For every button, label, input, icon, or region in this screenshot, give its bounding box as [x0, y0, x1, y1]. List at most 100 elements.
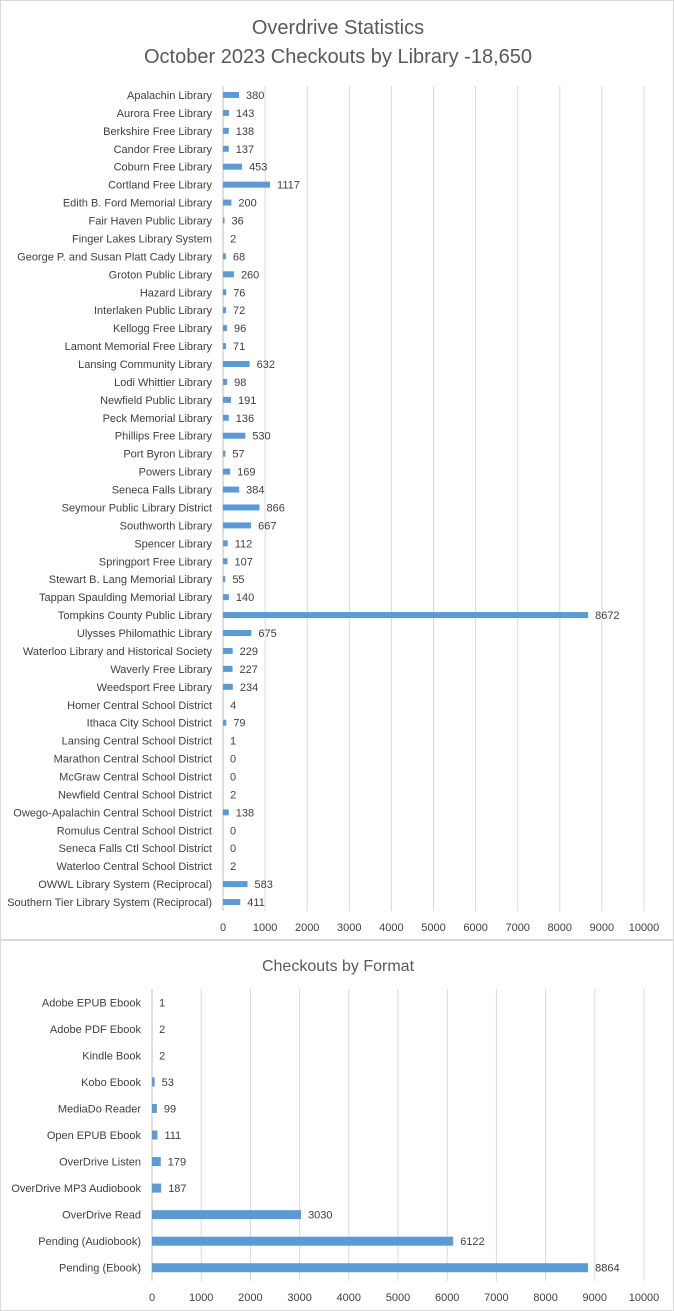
- x-tick-label: 3000: [287, 1292, 311, 1304]
- x-tick-label: 2000: [238, 1292, 262, 1304]
- bar: [223, 486, 240, 493]
- data-label: 68: [233, 251, 245, 263]
- category-label: Phillips Free Library: [115, 431, 213, 443]
- category-label: Berkshire Free Library: [103, 126, 212, 138]
- category-label: Stewart B. Lang Memorial Library: [49, 574, 213, 586]
- data-label: 71: [233, 341, 245, 353]
- data-label: 8672: [595, 610, 619, 622]
- x-tick-label: 4000: [379, 922, 403, 934]
- category-label: Spencer Library: [134, 538, 212, 550]
- data-label: 79: [233, 718, 245, 730]
- category-label: Weedsport Free Library: [97, 682, 213, 694]
- category-label: OverDrive Listen: [59, 1157, 141, 1169]
- bar: [223, 647, 233, 654]
- bar: [223, 612, 589, 619]
- bar: [223, 181, 271, 188]
- x-tick-label: 9000: [590, 922, 614, 934]
- category-label: Coburn Free Library: [114, 162, 213, 174]
- data-label: 191: [238, 395, 256, 407]
- bar: [223, 109, 230, 116]
- x-tick-label: 8000: [533, 1292, 557, 1304]
- category-label: Marathon Central School District: [54, 754, 212, 766]
- x-tick-label: 0: [220, 922, 226, 934]
- data-label: 8864: [595, 1263, 619, 1275]
- data-label: 2: [159, 1024, 165, 1036]
- bar: [152, 1077, 155, 1087]
- bar: [152, 1157, 161, 1167]
- data-label: 2: [230, 789, 236, 801]
- bar: [223, 504, 260, 511]
- category-label: Apalachin Library: [127, 90, 212, 102]
- data-label: 583: [255, 879, 273, 891]
- bar: [223, 630, 252, 637]
- bar: [152, 1130, 158, 1140]
- category-label: Interlaken Public Library: [94, 305, 213, 317]
- x-tick-label: 4000: [337, 1292, 361, 1304]
- x-tick-label: 10000: [629, 1292, 660, 1304]
- category-label: Newfield Central School District: [58, 789, 212, 801]
- category-label: Seneca Falls Ctl School District: [59, 843, 212, 855]
- data-label: 136: [236, 413, 254, 425]
- category-label: OverDrive MP3 Audiobook: [11, 1183, 141, 1195]
- bar: [223, 217, 225, 224]
- bar: [223, 450, 226, 457]
- data-label: 866: [266, 502, 284, 514]
- data-label: 140: [236, 592, 254, 604]
- category-label: Waverly Free Library: [110, 664, 212, 676]
- category-label: Romulus Central School District: [57, 825, 212, 837]
- data-label: 2: [230, 233, 236, 245]
- data-label: 1: [159, 997, 165, 1009]
- data-label: 227: [240, 664, 258, 676]
- bar: [223, 360, 250, 367]
- x-tick-label: 7000: [505, 922, 529, 934]
- bar: [223, 576, 226, 583]
- bar: [152, 1263, 589, 1273]
- chart-title: Checkouts by Format: [262, 958, 415, 975]
- data-label: 55: [232, 574, 244, 586]
- bar: [223, 558, 228, 565]
- data-label: 137: [236, 144, 254, 156]
- bar: [223, 253, 226, 260]
- bar: [223, 881, 248, 888]
- bar: [223, 665, 233, 672]
- category-label: OverDrive Read: [62, 1210, 141, 1222]
- category-label: Southern Tier Library System (Reciprocal…: [7, 897, 212, 909]
- category-label: Kellogg Free Library: [113, 323, 213, 335]
- bar: [223, 594, 229, 601]
- data-label: 96: [234, 323, 246, 335]
- data-label: 453: [249, 162, 267, 174]
- category-label: Tappan Spaulding Memorial Library: [39, 592, 213, 604]
- category-label: Fair Haven Public Library: [89, 216, 213, 228]
- data-label: 667: [258, 520, 276, 532]
- category-label: Cortland Free Library: [108, 180, 212, 192]
- bar: [152, 1183, 162, 1193]
- bar: [223, 307, 227, 314]
- category-label: Kobo Ebook: [81, 1077, 141, 1089]
- bar: [223, 522, 252, 529]
- category-label: Waterloo Library and Historical Society: [23, 646, 213, 658]
- category-label: Pending (Audiobook): [38, 1236, 141, 1248]
- category-label: Adobe PDF Ebook: [50, 1024, 142, 1036]
- data-label: 0: [230, 754, 236, 766]
- x-tick-label: 5000: [421, 922, 445, 934]
- x-tick-label: 7000: [484, 1292, 508, 1304]
- data-label: 2: [230, 861, 236, 873]
- category-label: Waterloo Central School District: [57, 861, 212, 873]
- data-label: 0: [230, 771, 236, 783]
- category-label: Adobe EPUB Ebook: [42, 997, 142, 1009]
- bar: [223, 127, 229, 134]
- data-label: 76: [233, 287, 245, 299]
- data-label: 138: [236, 126, 254, 138]
- data-label: 36: [232, 216, 244, 228]
- data-label: 112: [235, 538, 253, 550]
- data-label: 6122: [460, 1236, 484, 1248]
- bar: [223, 899, 241, 906]
- data-label: 1117: [277, 180, 300, 192]
- data-label: 179: [168, 1157, 186, 1169]
- data-label: 57: [232, 449, 244, 461]
- data-label: 143: [236, 108, 254, 120]
- x-tick-label: 10000: [629, 922, 660, 934]
- data-label: 53: [162, 1077, 174, 1089]
- x-tick-label: 8000: [548, 922, 572, 934]
- bar: [223, 414, 229, 421]
